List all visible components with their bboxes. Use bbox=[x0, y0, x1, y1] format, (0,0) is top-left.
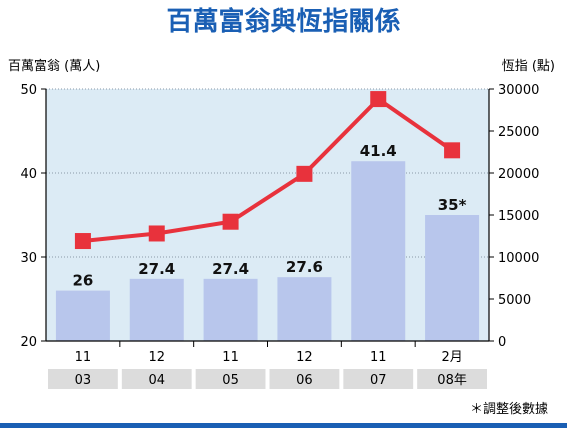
x-year-box bbox=[343, 369, 414, 389]
x-year-box bbox=[121, 369, 192, 389]
right-tick-label: 5000 bbox=[498, 293, 531, 308]
x-month-label: 11 bbox=[75, 350, 92, 365]
left-tick-label: 20 bbox=[20, 335, 37, 350]
x-month-label: 11 bbox=[370, 350, 387, 365]
bar-value-label: 27.4 bbox=[212, 260, 249, 278]
x-year-label: 07 bbox=[370, 373, 387, 388]
hsi-marker bbox=[222, 213, 239, 230]
x-year-box bbox=[48, 369, 118, 389]
hsi-line bbox=[82, 96, 454, 244]
bar bbox=[277, 277, 332, 341]
hsi-marker bbox=[296, 165, 313, 182]
x-month-label: 2月 bbox=[441, 350, 462, 365]
hsi-marker bbox=[74, 233, 91, 250]
bar bbox=[425, 215, 480, 341]
x-year-label: 04 bbox=[148, 373, 165, 388]
x-year-box bbox=[417, 369, 487, 389]
right-tick-label: 25000 bbox=[498, 125, 539, 140]
footnote: ＊調整後數據 bbox=[470, 402, 548, 417]
bar bbox=[351, 161, 406, 341]
x-month-label: 11 bbox=[222, 350, 239, 365]
bar-value-label: 27.4 bbox=[138, 260, 175, 278]
left-tick-label: 30 bbox=[20, 251, 37, 266]
bottom-border bbox=[0, 423, 567, 428]
plot-background bbox=[46, 89, 489, 341]
left-tick-label: 40 bbox=[20, 167, 37, 182]
right-tick-label: 10000 bbox=[498, 251, 539, 266]
right-axis-title: 恆指 (點) bbox=[502, 59, 555, 74]
right-tick-label: 30000 bbox=[498, 83, 539, 98]
x-year-label: 05 bbox=[222, 373, 239, 388]
x-year-label: 08年 bbox=[437, 373, 467, 388]
bar-value-label: 27.6 bbox=[286, 258, 323, 276]
x-year-label: 03 bbox=[75, 373, 92, 388]
x-month-label: 12 bbox=[296, 350, 313, 365]
x-year-box bbox=[269, 369, 340, 389]
bar-value-label: 41.4 bbox=[360, 142, 397, 160]
bar-value-label: 35* bbox=[438, 196, 467, 214]
left-tick-label: 50 bbox=[20, 83, 37, 98]
x-year-label: 06 bbox=[296, 373, 313, 388]
bar bbox=[129, 278, 184, 341]
bar bbox=[203, 278, 258, 341]
bar-value-label: 26 bbox=[72, 272, 93, 290]
x-year-box bbox=[195, 369, 266, 389]
right-tick-label: 0 bbox=[498, 335, 506, 350]
hsi-marker bbox=[370, 91, 387, 108]
right-tick-label: 20000 bbox=[498, 167, 539, 182]
chart-title: 百萬富翁與恆指關係 bbox=[166, 6, 400, 37]
bar bbox=[55, 290, 110, 341]
right-tick-label: 15000 bbox=[498, 209, 539, 224]
hsi-marker bbox=[444, 142, 461, 159]
hsi-marker bbox=[148, 225, 165, 242]
x-month-label: 12 bbox=[148, 350, 165, 365]
plot-area: 26 27.4 27.4 27.6 41.4 35* 20 30 40 50 0 5000 10000 1… bbox=[20, 83, 539, 389]
left-axis-title: 百萬富翁 (萬人) bbox=[8, 58, 100, 74]
